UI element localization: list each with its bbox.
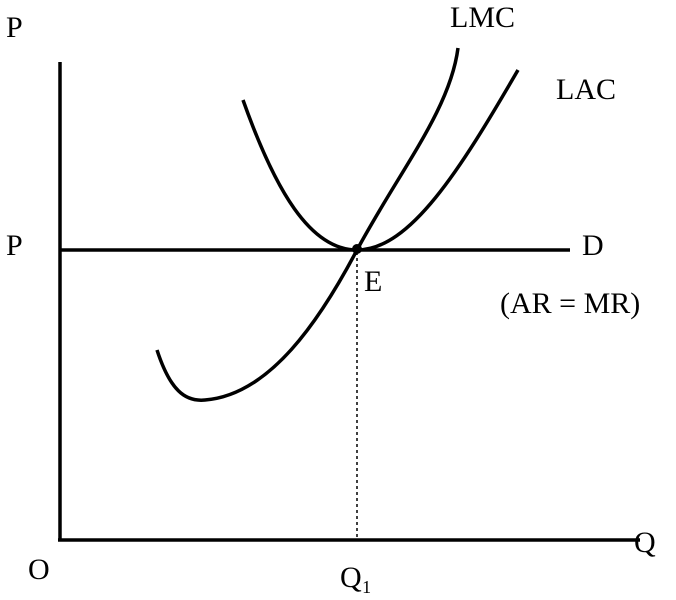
x-axis-label: Q [634, 526, 656, 559]
lac-curve [241, 69, 520, 252]
y-axis-label: P [6, 11, 23, 44]
lmc-label: LMC [450, 1, 515, 34]
ar-mr-note: (AR = MR) [500, 287, 640, 320]
lac-label: LAC [556, 73, 616, 106]
equilibrium-label: E [364, 265, 382, 298]
demand-label: D [582, 229, 604, 262]
price-label: P [6, 229, 23, 262]
lmc-curve [155, 47, 460, 402]
equilibrium-point [352, 244, 362, 254]
q1-label: Q₁ [340, 561, 372, 594]
origin-label: O [28, 553, 50, 586]
